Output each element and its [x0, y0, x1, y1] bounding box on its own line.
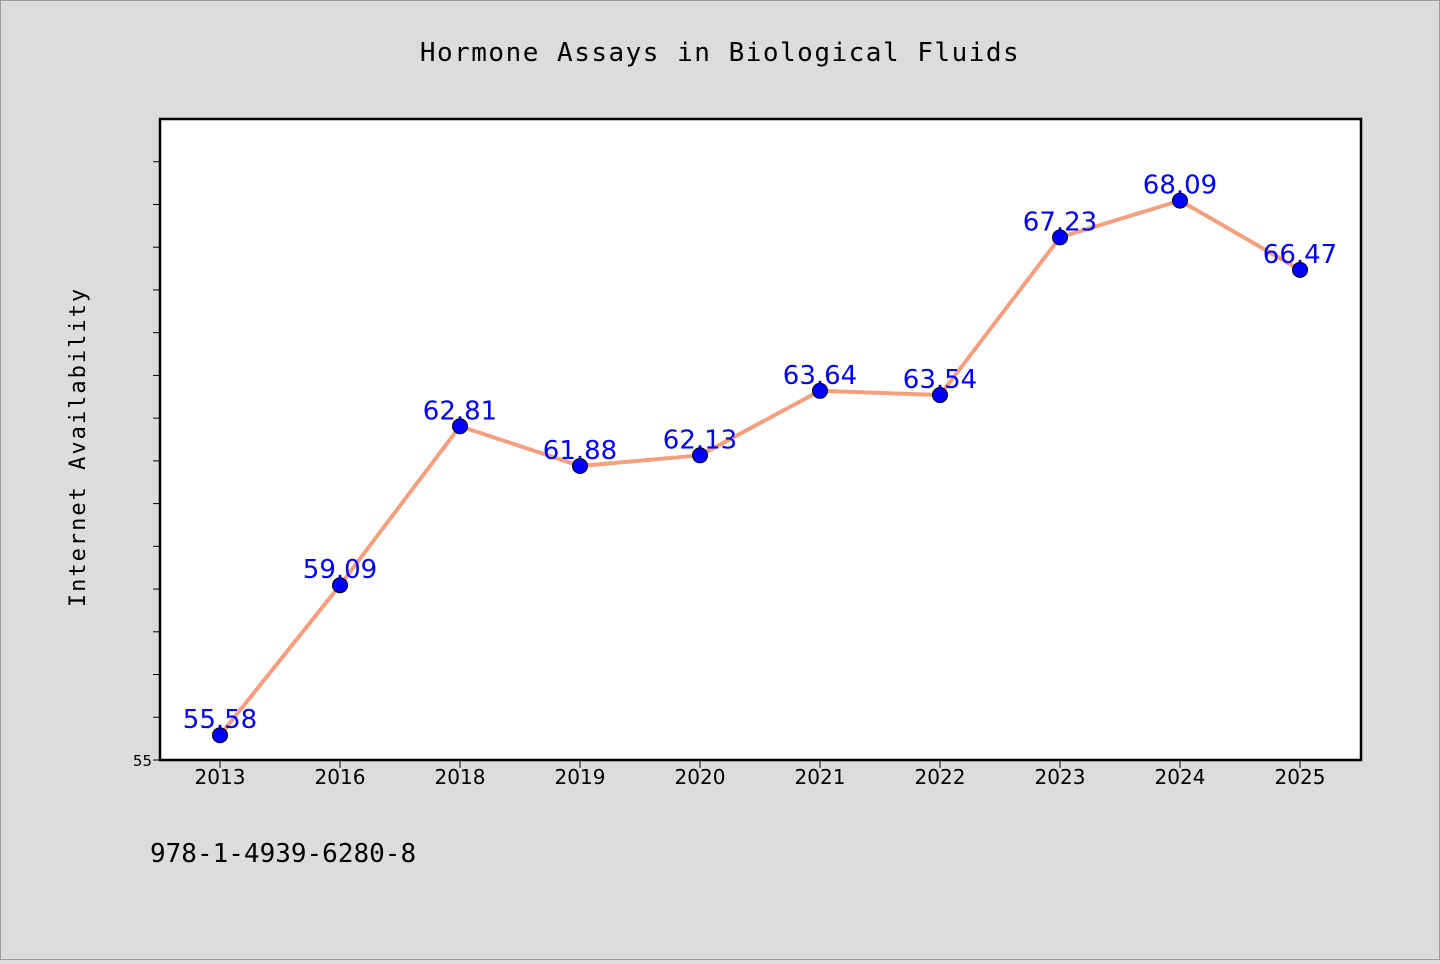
x-tick-label: 2018 [435, 765, 486, 789]
x-axis-ticks: 2013 2016 2018 2019 2020 2021 2022 2023 2024 2025 [195, 760, 1326, 789]
data-point [1172, 192, 1188, 209]
data-point [212, 727, 228, 744]
x-tick-label: 2022 [915, 765, 966, 789]
data-point [1052, 229, 1068, 246]
y-tick-label: 55 [133, 752, 152, 770]
y-axis-label: Internet Availability [66, 287, 91, 607]
series-line [218, 198, 1302, 738]
data-point [692, 447, 708, 464]
data-point [452, 418, 468, 435]
data-point [572, 457, 588, 474]
x-tick-label: 2016 [315, 765, 366, 789]
plot-area [158, 117, 1363, 762]
x-tick-label: 2021 [795, 765, 846, 789]
chart-title: Hormone Assays in Biological Fluids [420, 38, 1020, 68]
data-point [932, 387, 948, 404]
footer-isbn: 978-1-4939-6280-8 [150, 839, 416, 869]
data-point [1292, 261, 1308, 278]
x-tick-label: 2025 [1275, 765, 1326, 789]
x-tick-label: 2019 [555, 765, 606, 789]
data-point [332, 577, 348, 594]
x-tick-label: 2020 [675, 765, 726, 789]
data-point [812, 382, 828, 399]
x-tick-label: 2023 [1035, 765, 1086, 789]
y-axis-ticks: 55 [133, 161, 160, 770]
x-tick-label: 2024 [1155, 765, 1206, 789]
x-tick-label: 2013 [195, 765, 246, 789]
